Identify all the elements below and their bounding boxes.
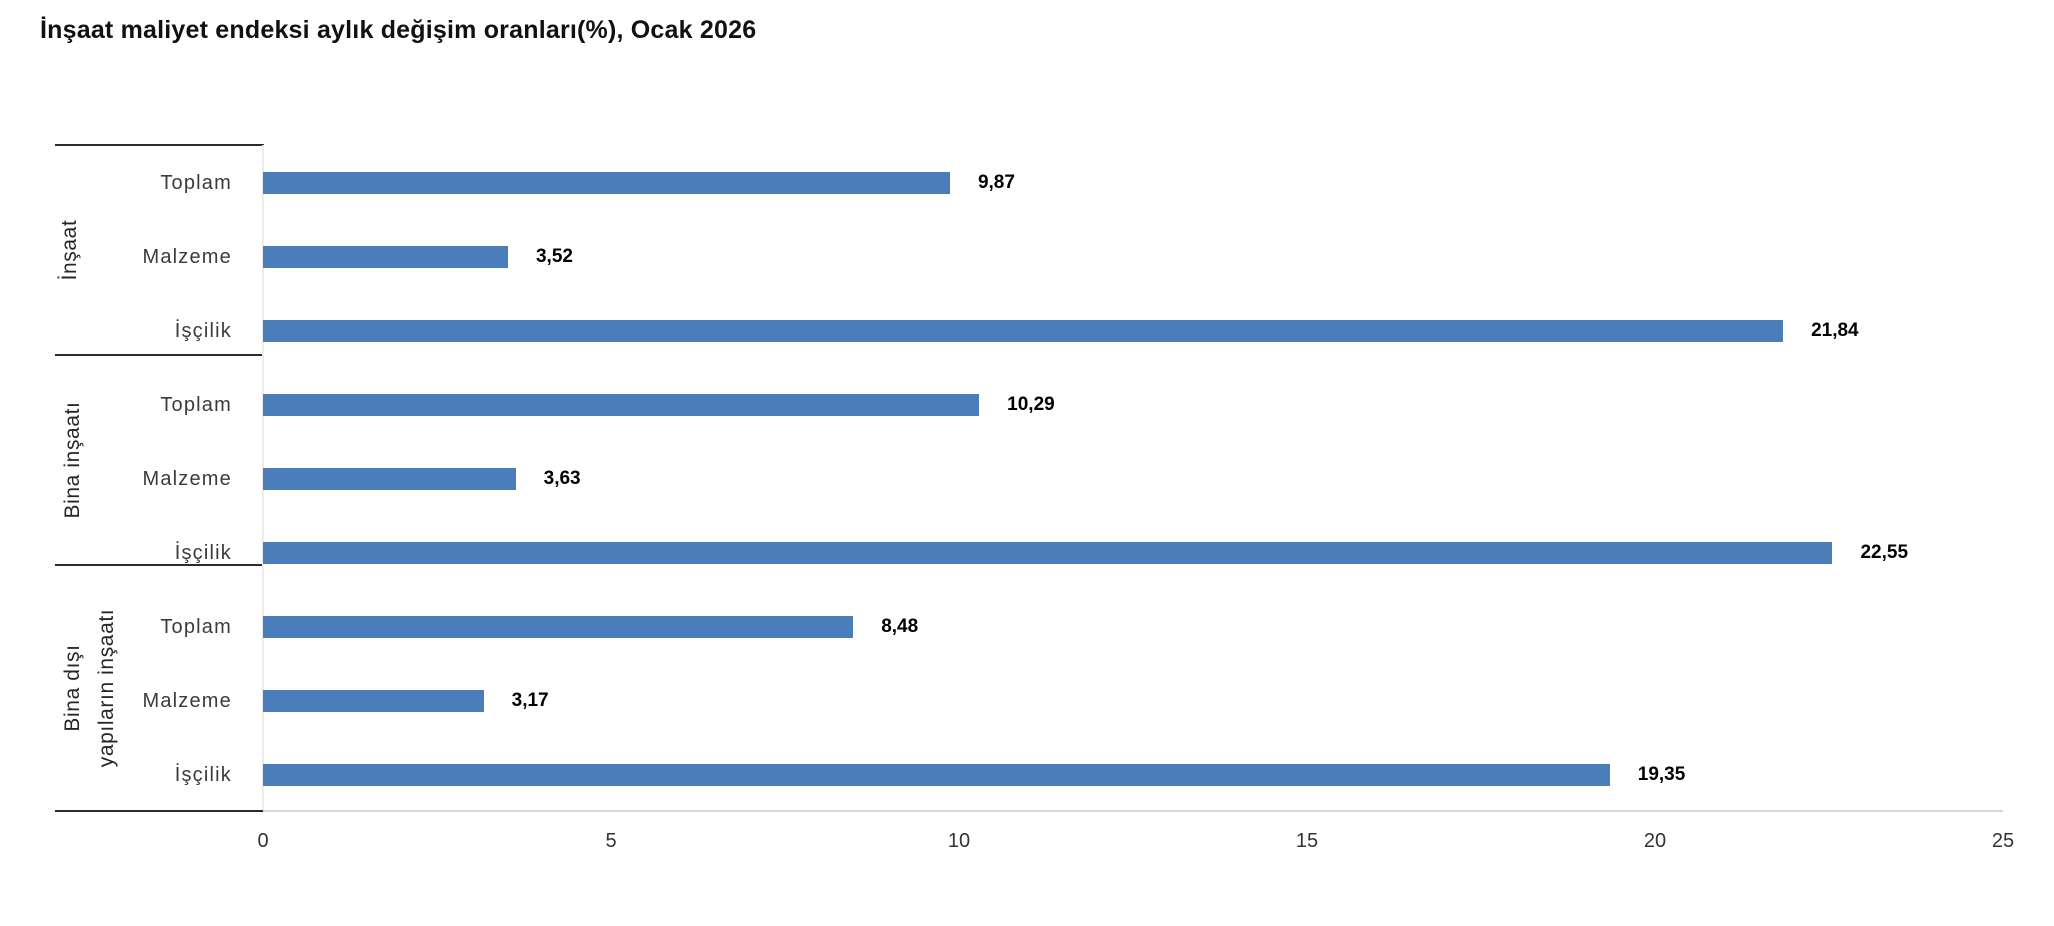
bar-track: 22,55 xyxy=(263,516,2003,590)
group-separator xyxy=(55,810,264,812)
bar-track: 3,52 xyxy=(263,220,2003,294)
bar-row: Malzeme 3,17 xyxy=(55,664,2003,738)
category-label: Malzeme xyxy=(142,245,232,268)
chart-title: İnşaat maliyet endeksi aylık değişim ora… xyxy=(40,16,757,44)
value-label: 21,84 xyxy=(1811,320,1859,341)
bar-row: İşçilik 21,84 xyxy=(55,294,2003,368)
bar xyxy=(263,172,950,194)
group-separator xyxy=(55,354,264,356)
bar xyxy=(263,246,508,268)
bar-track: 19,35 xyxy=(263,738,2003,812)
x-tick-label: 5 xyxy=(605,830,617,852)
bar xyxy=(263,690,484,712)
x-tick-label: 20 xyxy=(1643,830,1667,852)
x-tick-label: 15 xyxy=(1295,830,1319,852)
bar-row: Toplam 10,29 xyxy=(55,368,2003,442)
bar-track: 3,17 xyxy=(263,664,2003,738)
value-label: 10,29 xyxy=(1007,394,1055,415)
value-label: 9,87 xyxy=(977,172,1015,193)
bar-track: 10,29 xyxy=(263,368,2003,442)
bar-row: İşçilik 22,55 xyxy=(55,516,2003,590)
bar xyxy=(263,616,854,638)
bar-track: 9,87 xyxy=(263,146,2003,220)
value-label: 8,48 xyxy=(881,616,919,637)
group-separator xyxy=(55,564,264,566)
bar-row: İşçilik 19,35 xyxy=(55,738,2003,812)
category-label: Malzeme xyxy=(142,467,232,490)
group-separator xyxy=(55,144,264,146)
category-label: Toplam xyxy=(160,615,232,638)
category-label: İşçilik xyxy=(174,763,232,786)
bar-track: 8,48 xyxy=(263,590,2003,664)
bar xyxy=(263,468,516,490)
category-label: Toplam xyxy=(160,393,232,416)
value-label: 3,52 xyxy=(535,246,573,267)
bar-row: Malzeme 3,52 xyxy=(55,220,2003,294)
bar-row: Toplam 8,48 xyxy=(55,590,2003,664)
bar xyxy=(263,542,1833,564)
bar-track: 21,84 xyxy=(263,294,2003,368)
x-tick-label: 25 xyxy=(1991,830,2015,852)
x-tick-label: 10 xyxy=(947,830,971,852)
bar-track: 3,63 xyxy=(263,442,2003,516)
x-tick-label: 0 xyxy=(257,830,269,852)
value-label: 3,63 xyxy=(543,468,581,489)
value-label: 3,17 xyxy=(511,690,549,711)
bar xyxy=(263,764,1610,786)
category-label: İşçilik xyxy=(174,541,232,564)
value-label: 22,55 xyxy=(1860,542,1909,563)
bar xyxy=(263,394,980,416)
bar xyxy=(263,320,1784,342)
x-axis-line xyxy=(263,810,2003,812)
category-label: Malzeme xyxy=(142,689,232,712)
bar-row: Malzeme 3,63 xyxy=(55,442,2003,516)
value-label: 19,35 xyxy=(1637,764,1686,785)
category-label: Toplam xyxy=(160,171,232,194)
bar-row: Toplam 9,87 xyxy=(55,146,2003,220)
category-label: İşçilik xyxy=(174,319,232,342)
